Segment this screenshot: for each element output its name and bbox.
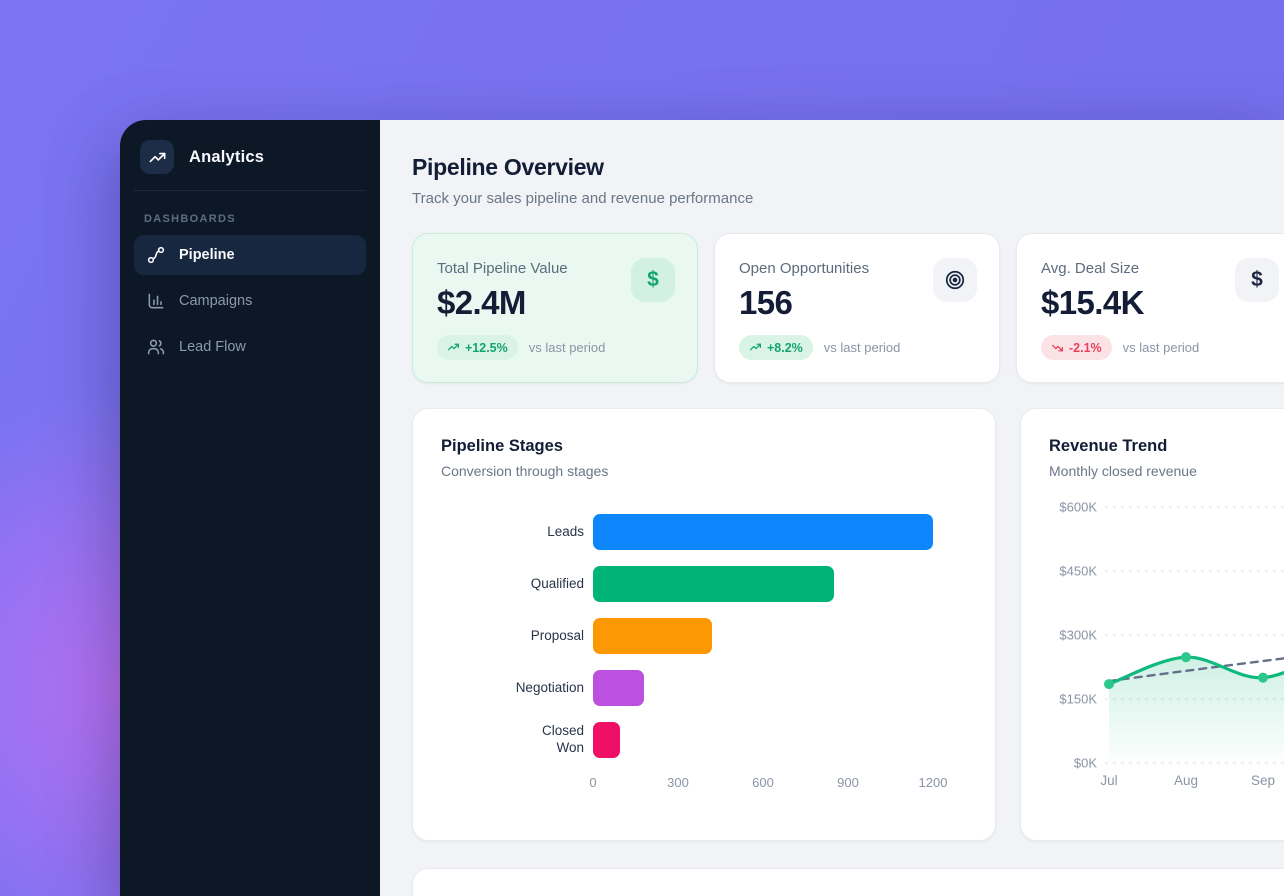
bottom-card-partially-visible	[412, 868, 1284, 896]
kpi-card-row: Total Pipeline Value $2.4M +12.5% vs las…	[412, 233, 1284, 383]
x-axis: 0 300 600 900 1200	[589, 766, 947, 792]
sidebar-section-label: DASHBOARDS	[144, 213, 236, 225]
delta-badge: -2.1%	[1041, 335, 1112, 360]
trending-down-icon	[1051, 344, 1064, 352]
charts-row: Pipeline Stages Conversion through stage…	[412, 408, 1284, 841]
bar-category-label: Leads	[547, 523, 584, 539]
trend-dashed-line	[1107, 657, 1284, 683]
trending-up-icon	[447, 343, 460, 351]
x-axis-tick: 600	[752, 775, 774, 790]
x-axis-month-label: Jul	[1100, 773, 1117, 788]
compare-label: vs last period	[823, 340, 901, 355]
bar-negotiation[interactable]	[593, 670, 644, 706]
kpi-value: $15.4K	[1041, 284, 1144, 321]
sidebar: Analytics DASHBOARDS Pipeline Campaigns	[120, 120, 380, 896]
y-axis-label: $150K	[1059, 692, 1097, 707]
y-axis-label: $600K	[1059, 500, 1097, 515]
compare-label: vs last period	[528, 340, 606, 355]
y-axis-label: $0K	[1074, 756, 1097, 771]
page-subtitle: Track your sales pipeline and revenue pe…	[412, 190, 754, 207]
bar-qualified[interactable]	[593, 566, 834, 602]
sidebar-item-label: Lead Flow	[179, 339, 246, 355]
kpi-label: Avg. Deal Size	[1041, 260, 1140, 277]
bar-row: Closed Won	[441, 714, 967, 766]
app-logo: Analytics	[134, 132, 366, 191]
chart-title: Pipeline Stages	[441, 437, 563, 455]
x-axis-tick: 300	[667, 775, 689, 790]
revenue-trend-card: Revenue Trend Monthly closed revenue $60…	[1020, 408, 1284, 841]
bar-leads[interactable]	[593, 514, 933, 550]
bar-chart-icon	[148, 293, 164, 309]
bar-category-label: Negotiation	[515, 679, 584, 695]
sidebar-item-lead-flow[interactable]: Lead Flow	[134, 327, 366, 367]
users-icon	[147, 339, 165, 355]
kpi-label: Open Opportunities	[739, 260, 870, 277]
sidebar-item-pipeline[interactable]: Pipeline	[134, 235, 366, 275]
sidebar-item-label: Campaigns	[179, 293, 253, 309]
bar-row: Proposal	[441, 610, 967, 662]
page-title: Pipeline Overview	[412, 154, 604, 180]
chart-subtitle: Monthly closed revenue	[1049, 463, 1197, 479]
target-icon	[933, 258, 977, 302]
pipeline-stages-card: Pipeline Stages Conversion through stage…	[412, 408, 996, 841]
x-axis-tick: 1200	[918, 775, 948, 790]
x-axis-tick: 0	[589, 775, 597, 790]
delta-badge: +8.2%	[739, 335, 813, 360]
sidebar-item-campaigns[interactable]: Campaigns	[134, 281, 366, 321]
bar-row: Leads	[441, 506, 967, 558]
bar-row: Qualified	[441, 558, 967, 610]
pipeline-bar-chart: Leads Qualified Proposal Negotiation	[441, 506, 967, 792]
kpi-label: Total Pipeline Value	[437, 260, 568, 277]
bar-row: Negotiation	[441, 662, 967, 714]
x-axis-month-label: Aug	[1174, 773, 1198, 788]
bar-category-label: Proposal	[530, 627, 584, 643]
x-axis-month-label: Sep	[1251, 773, 1275, 788]
kpi-card-total-pipeline-value: Total Pipeline Value $2.4M +12.5% vs las…	[412, 233, 698, 383]
bar-closed-won[interactable]	[593, 722, 620, 758]
y-axis-label: $300K	[1059, 628, 1097, 643]
revenue-data-point[interactable]	[1258, 672, 1268, 683]
x-axis-tick: 900	[837, 775, 859, 790]
y-axis-label: $450K	[1059, 564, 1097, 579]
bar-category-label: Qualified	[530, 575, 584, 591]
revenue-data-point[interactable]	[1181, 652, 1191, 663]
main-content: Pipeline Overview Track your sales pipel…	[380, 120, 1284, 896]
bar-category-label: Closed Won	[541, 723, 584, 755]
sidebar-item-label: Pipeline	[179, 247, 235, 263]
kpi-card-open-opportunities: Open Opportunities 156 +8.2% vs last per…	[714, 233, 1000, 383]
compare-label: vs last period	[1122, 340, 1200, 355]
trending-up-icon	[749, 343, 762, 351]
revenue-line	[1107, 655, 1284, 686]
dollar-icon: $	[1235, 258, 1279, 302]
app-title: Analytics	[189, 147, 265, 166]
trending-up-logo-icon	[140, 140, 174, 174]
kpi-value: $2.4M	[437, 284, 526, 321]
dollar-icon: $	[631, 258, 675, 302]
revenue-area	[1109, 657, 1284, 763]
kpi-value: 156	[739, 284, 793, 321]
pipeline-route-icon	[147, 246, 165, 264]
kpi-card-avg-deal-size: Avg. Deal Size $15.4K -2.1% vs last peri…	[1016, 233, 1284, 383]
chart-title: Revenue Trend	[1049, 437, 1168, 455]
bar-proposal[interactable]	[593, 618, 712, 654]
revenue-data-point[interactable]	[1104, 679, 1114, 690]
chart-subtitle: Conversion through stages	[441, 463, 609, 479]
app-window: Analytics DASHBOARDS Pipeline Campaigns	[120, 120, 1284, 896]
delta-badge: +12.5%	[437, 335, 518, 360]
